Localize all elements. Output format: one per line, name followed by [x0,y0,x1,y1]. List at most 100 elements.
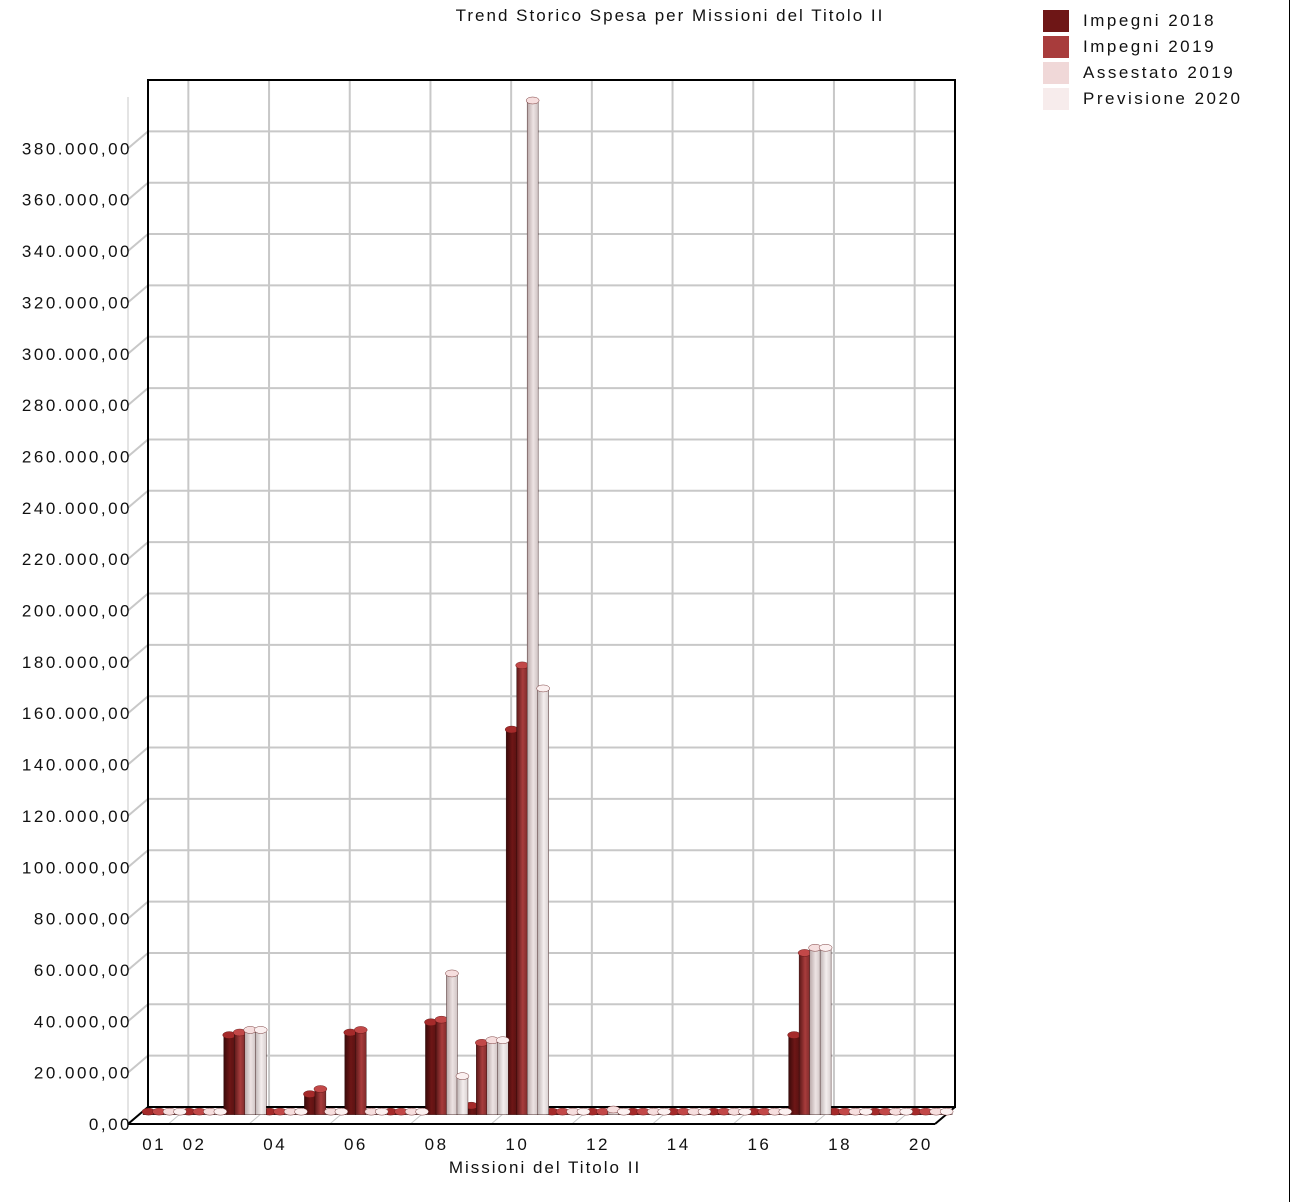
bar-19-series-3 [899,1107,913,1116]
y-tick-label: 200.000,00 [22,602,132,621]
plot-frame [127,79,956,1125]
grid-line-side [127,798,149,817]
y-tick-label: 80.000,00 [34,910,132,929]
bar-03-series-1 [232,1028,247,1115]
bar-05-series-2 [324,1107,338,1116]
x-tick-label: 01 [142,1135,166,1154]
grid-line-side [127,644,149,663]
x-tick-label: 18 [828,1135,852,1154]
y-tick-label: 140.000,00 [22,756,132,775]
bar-09-series-2 [485,1036,499,1115]
y-tick-label: 120.000,00 [22,807,132,826]
legend-swatch [1043,88,1069,110]
grid-line-side [127,490,149,509]
bar-08-series-3 [455,1072,470,1115]
bar-03-series-0 [222,1031,236,1115]
grid-line-side [127,746,149,766]
bar-10-series-1 [515,661,529,1115]
bar-08-series-2 [445,969,459,1115]
x-tick-label: 08 [425,1135,449,1154]
legend-swatch [1043,36,1069,58]
grid-line-side [127,541,149,560]
grid-line-side [127,952,149,971]
bars [141,96,954,1116]
bar-17-series-1 [797,949,812,1115]
x-tick-label: 10 [505,1135,529,1154]
bar-06-series-0 [343,1028,357,1115]
bar-17-series-3 [818,944,833,1115]
bar-17-series-0 [787,1031,801,1115]
x-axis-label: Missioni del Titolo II [449,1158,641,1177]
back-wall [147,79,956,1108]
y-tick-label: 20.000,00 [34,1064,132,1083]
bar-18-series-1 [838,1107,852,1116]
y-tick-label: 240.000,00 [22,499,132,518]
y-tick-label: 220.000,00 [22,550,132,569]
bar-05-series-1 [313,1085,328,1115]
bar-10-series-3 [536,684,550,1115]
bar-20-series-2 [929,1107,943,1116]
bar-12-series-1 [596,1107,610,1116]
bar-12-series-2 [606,1105,621,1115]
grid-line-side [127,592,149,612]
y-tick-label: 280.000,00 [22,396,132,415]
x-tick-label: 20 [909,1135,933,1154]
bar-13-series-3 [657,1107,671,1116]
bar-04-series-3 [294,1107,308,1116]
bar-09-series-1 [475,1039,489,1115]
legend-swatch [1043,10,1069,32]
grid-line-side [127,284,149,304]
legend-label: Impegni 2018 [1083,11,1217,30]
legend-item-impegni-2019: Impegni 2019 [1043,34,1242,60]
grid-line-side [127,130,149,150]
grid-line-side [127,181,149,201]
bar-03-series-3 [254,1026,268,1115]
x-axis-ticks: 01 02 04 06 08 10 12 14 16 18 20 [142,1135,933,1154]
bar-07-series-3 [415,1107,429,1116]
bar-01-series-3 [173,1107,187,1116]
bar-06-series-3 [375,1107,389,1116]
legend-label: Assestato 2019 [1083,63,1236,82]
y-tick-label: 380.000,00 [22,139,132,158]
bar-06-series-1 [354,1026,368,1115]
bar-20-series-1 [918,1107,933,1116]
right-border-line [1289,0,1290,1202]
bar-01-series-0 [141,1107,156,1116]
grid-line-side [127,387,149,406]
y-tick-label: 160.000,00 [22,704,132,723]
grid-line-side [127,335,149,355]
legend-item-impegni-2018: Impegni 2018 [1043,8,1242,34]
bar-02-series-3 [213,1107,228,1116]
legend-item-assestato-2019: Assestato 2019 [1043,60,1242,86]
y-axis-ticks: 0,00 20.000,00 40.000,00 60.000,00 80.000,00… [22,139,132,1134]
x-tick-label: 16 [747,1135,771,1154]
bar-16-series-3 [778,1107,792,1116]
x-tick-label: 04 [263,1135,287,1154]
grid-line-side [127,233,149,252]
legend-item-previsione-2020: Previsione 2020 [1043,86,1242,112]
y-tick-label: 100.000,00 [22,858,132,877]
legend-swatch [1043,62,1069,84]
y-tick-label: 360.000,00 [22,191,132,210]
grid-line-side [127,1003,149,1023]
bar-08-series-1 [434,1015,449,1115]
chart-title: Trend Storico Spesa per Missioni del Tit… [455,6,885,25]
bar-02-series-2 [203,1107,217,1116]
y-tick-label: 260.000,00 [22,447,132,466]
y-tick-label: 40.000,00 [34,1012,132,1031]
x-tick-label: 06 [344,1135,368,1154]
bar-18-series-3 [859,1107,873,1116]
legend: Impegni 2018 Impegni 2019 Assestato 2019… [1043,8,1242,112]
bar-15-series-3 [738,1107,752,1116]
bar-08-series-0 [424,1018,438,1115]
grid-line-side [127,849,149,869]
y-tick-label: 0,00 [89,1115,132,1134]
legend-label: Impegni 2019 [1083,37,1217,56]
grid-line-side [127,1054,149,1074]
legend-label: Previsione 2020 [1083,89,1243,108]
x-tick-label: 12 [586,1135,610,1154]
bar-20-series-3 [939,1107,954,1116]
y-tick-label: 180.000,00 [22,653,132,672]
bar-17-series-2 [808,944,822,1115]
